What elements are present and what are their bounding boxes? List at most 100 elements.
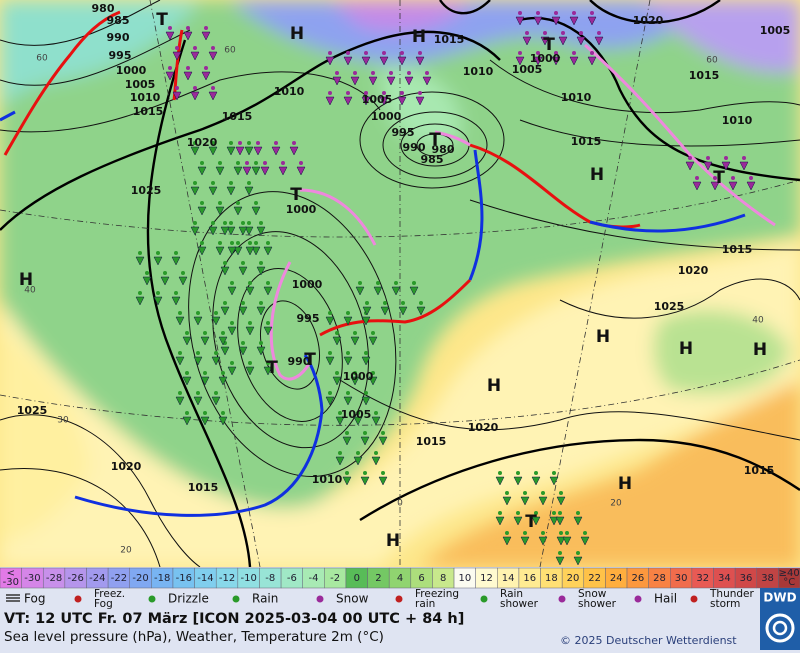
isobar-label: 980 bbox=[432, 143, 455, 156]
weather-symbol bbox=[266, 361, 270, 365]
weather-symbol bbox=[251, 206, 261, 216]
weather-symbol bbox=[394, 281, 398, 285]
pressure-system: T bbox=[156, 10, 168, 30]
weather-symbol bbox=[203, 331, 207, 335]
weather-symbol bbox=[238, 226, 248, 236]
weather-symbol bbox=[555, 516, 565, 526]
weather-symbol bbox=[590, 11, 594, 15]
weather-symbol bbox=[728, 181, 738, 191]
isobar-label: 995 bbox=[109, 49, 132, 62]
isobar-label: 1015 bbox=[188, 481, 219, 494]
weather-symbol bbox=[332, 376, 342, 386]
weather-symbol bbox=[200, 241, 204, 245]
legend-label: Fog bbox=[94, 598, 113, 610]
weather-symbol bbox=[362, 306, 372, 316]
scale-label: 18 bbox=[545, 573, 558, 584]
weather-symbol bbox=[538, 536, 548, 546]
weather-symbol bbox=[590, 51, 594, 55]
weather-symbol bbox=[379, 96, 389, 106]
isobar-label: 1010 bbox=[463, 65, 494, 78]
weather-symbol bbox=[211, 86, 215, 90]
weather-symbol bbox=[211, 396, 221, 406]
legend-icon bbox=[480, 595, 488, 603]
weather-symbol bbox=[263, 366, 273, 376]
weather-symbol bbox=[363, 431, 367, 435]
weather-symbol bbox=[594, 36, 604, 46]
weather-symbol bbox=[156, 251, 160, 255]
weather-symbol bbox=[364, 351, 368, 355]
weather-symbol bbox=[138, 291, 142, 295]
scale-label: 20 bbox=[567, 573, 580, 584]
weather-symbol bbox=[374, 451, 378, 455]
weather-symbol bbox=[203, 411, 207, 415]
weather-symbol bbox=[172, 91, 182, 101]
weather-symbol bbox=[238, 266, 248, 276]
weather-symbol bbox=[328, 391, 332, 395]
legend-label: Freezing bbox=[415, 588, 459, 600]
weather-symbol bbox=[153, 256, 163, 266]
scale-label: 30 bbox=[675, 573, 688, 584]
pressure-system: H bbox=[590, 165, 604, 185]
temperature-contour-label: 60 bbox=[224, 46, 236, 56]
isobar-label: 1000 bbox=[116, 64, 147, 77]
weather-symbol bbox=[245, 161, 249, 165]
weather-symbol bbox=[145, 271, 149, 275]
weather-symbol bbox=[253, 146, 263, 156]
weather-symbol bbox=[343, 396, 353, 406]
weather-symbol bbox=[190, 186, 200, 196]
weather-symbol bbox=[418, 51, 422, 55]
weather-symbol bbox=[278, 166, 288, 176]
weather-symbol bbox=[576, 551, 580, 555]
weather-symbol bbox=[518, 51, 522, 55]
weather-symbol bbox=[235, 146, 245, 156]
scale-label: 16 bbox=[523, 573, 536, 584]
weather-symbol bbox=[328, 91, 332, 95]
weather-symbol bbox=[513, 476, 523, 486]
weather-symbol bbox=[365, 301, 369, 305]
weather-symbol bbox=[425, 71, 429, 75]
weather-symbol bbox=[685, 161, 695, 171]
graticule bbox=[0, 0, 800, 567]
scale-sign: ≥ bbox=[779, 568, 787, 579]
weather-symbol bbox=[190, 226, 200, 236]
weather-symbol bbox=[541, 491, 545, 495]
weather-symbol bbox=[200, 416, 210, 426]
weather-symbol bbox=[418, 91, 422, 95]
pressure-system: H bbox=[753, 340, 767, 360]
temperature-contour-label: 20 bbox=[610, 499, 622, 509]
pressure-system: H bbox=[679, 339, 693, 359]
weather-symbol bbox=[185, 411, 189, 415]
weather-symbol bbox=[247, 141, 251, 145]
weather-symbol bbox=[724, 156, 728, 160]
weather-symbol bbox=[292, 141, 296, 145]
weather-symbol bbox=[174, 251, 178, 255]
weather-symbol bbox=[223, 301, 227, 305]
isobar-label: 1020 bbox=[468, 421, 499, 434]
weather-symbol bbox=[259, 341, 263, 345]
weather-legend: Fog Freez.Fog Drizzle Rain Snow FreezingrainR… bbox=[6, 588, 755, 610]
weather-symbol bbox=[244, 186, 254, 196]
weather-symbol bbox=[254, 161, 258, 165]
legend-label: rain bbox=[415, 598, 435, 610]
weather-symbol bbox=[378, 436, 388, 446]
legend-label: shower bbox=[578, 598, 617, 610]
scale-label: 10 bbox=[458, 573, 471, 584]
weather-symbol bbox=[361, 56, 371, 66]
weather-symbol bbox=[175, 356, 185, 366]
temperature-scale: <-30 -30 -28 -26 -24 -22 -20 -18 -16 -14 -12 -10 -8-… bbox=[0, 567, 800, 589]
weather-symbol bbox=[381, 471, 385, 475]
weather-symbol bbox=[382, 91, 386, 95]
logo-text: DWD bbox=[763, 591, 796, 605]
isobar-label: 1015 bbox=[133, 105, 164, 118]
weather-symbol bbox=[271, 146, 281, 156]
pressure-system: H bbox=[618, 474, 632, 494]
scale-label: 32 bbox=[696, 573, 709, 584]
weather-symbol bbox=[335, 331, 339, 335]
weather-symbol bbox=[193, 356, 203, 366]
weather-symbol bbox=[171, 296, 181, 306]
weather-symbol bbox=[383, 301, 387, 305]
weather-symbol bbox=[238, 346, 248, 356]
weather-symbol bbox=[135, 256, 145, 266]
weather-symbol bbox=[196, 311, 200, 315]
weather-symbol bbox=[533, 56, 543, 66]
